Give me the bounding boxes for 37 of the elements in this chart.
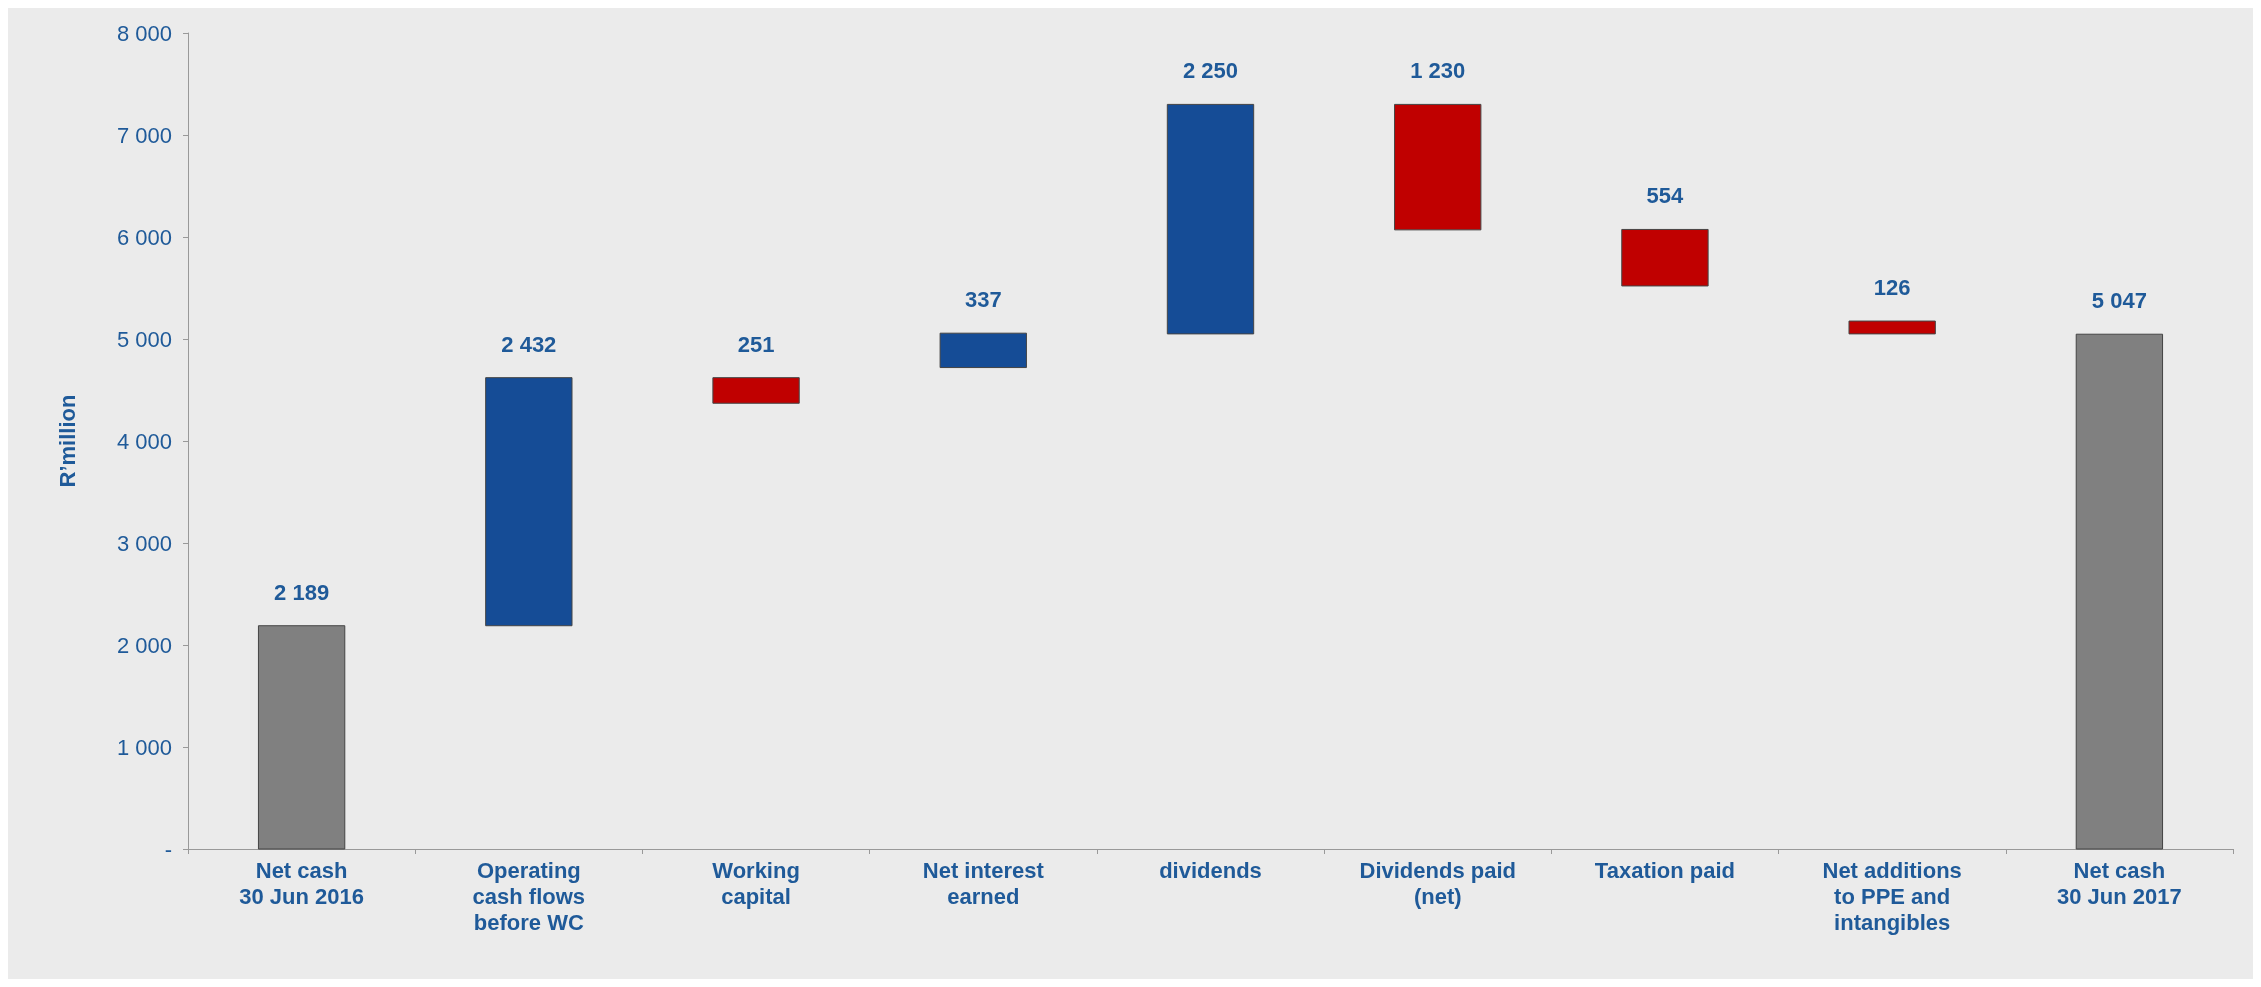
x-tick-label: Working capital [712, 857, 800, 909]
y-tick-label: - [164, 836, 172, 862]
y-tick-label: 5 000 [116, 326, 172, 352]
data-label: 2 250 [1182, 58, 1239, 84]
bar [712, 377, 800, 404]
y-tick-label: 7 000 [116, 122, 172, 148]
bar [2075, 333, 2164, 850]
y-axis-title: R’million [54, 394, 80, 488]
bar [485, 377, 573, 627]
bar [1621, 228, 1709, 287]
bar [1848, 320, 1936, 335]
x-tick-label: Dividends paid (net) [1359, 857, 1516, 909]
x-tick-label: Net interest earned [922, 857, 1045, 909]
y-tick-label: 4 000 [116, 428, 172, 454]
x-tick-label: Net cash 30 Jun 2016 [239, 857, 364, 909]
data-label: 5 047 [2091, 288, 2147, 314]
y-tick-label: 2 000 [116, 632, 172, 658]
bar [1394, 103, 1482, 231]
data-label: 2 189 [274, 579, 330, 605]
bar [257, 625, 346, 850]
data-label: 126 [1873, 275, 1911, 301]
y-tick-label: 6 000 [116, 224, 172, 250]
data-label: 337 [964, 287, 1002, 313]
x-tick-label: Taxation paid [1594, 857, 1736, 883]
y-tick-label: 1 000 [116, 734, 172, 760]
data-label: 251 [737, 331, 775, 357]
data-label: 1 230 [1410, 58, 1466, 84]
x-tick-label: Net additions to PPE and intangibles [1822, 857, 1962, 935]
data-label: 554 [1646, 183, 1685, 209]
bar [939, 332, 1027, 369]
y-tick-label: 3 000 [116, 530, 172, 556]
x-tick-label: dividends [1159, 857, 1262, 883]
bar [1166, 103, 1255, 335]
x-tick-label: Operating cash flows before WC [472, 857, 586, 935]
data-label: 2 432 [501, 331, 557, 357]
y-tick-label: 8 000 [116, 20, 172, 46]
x-tick-label: Net cash 30 Jun 2017 [2057, 857, 2182, 909]
